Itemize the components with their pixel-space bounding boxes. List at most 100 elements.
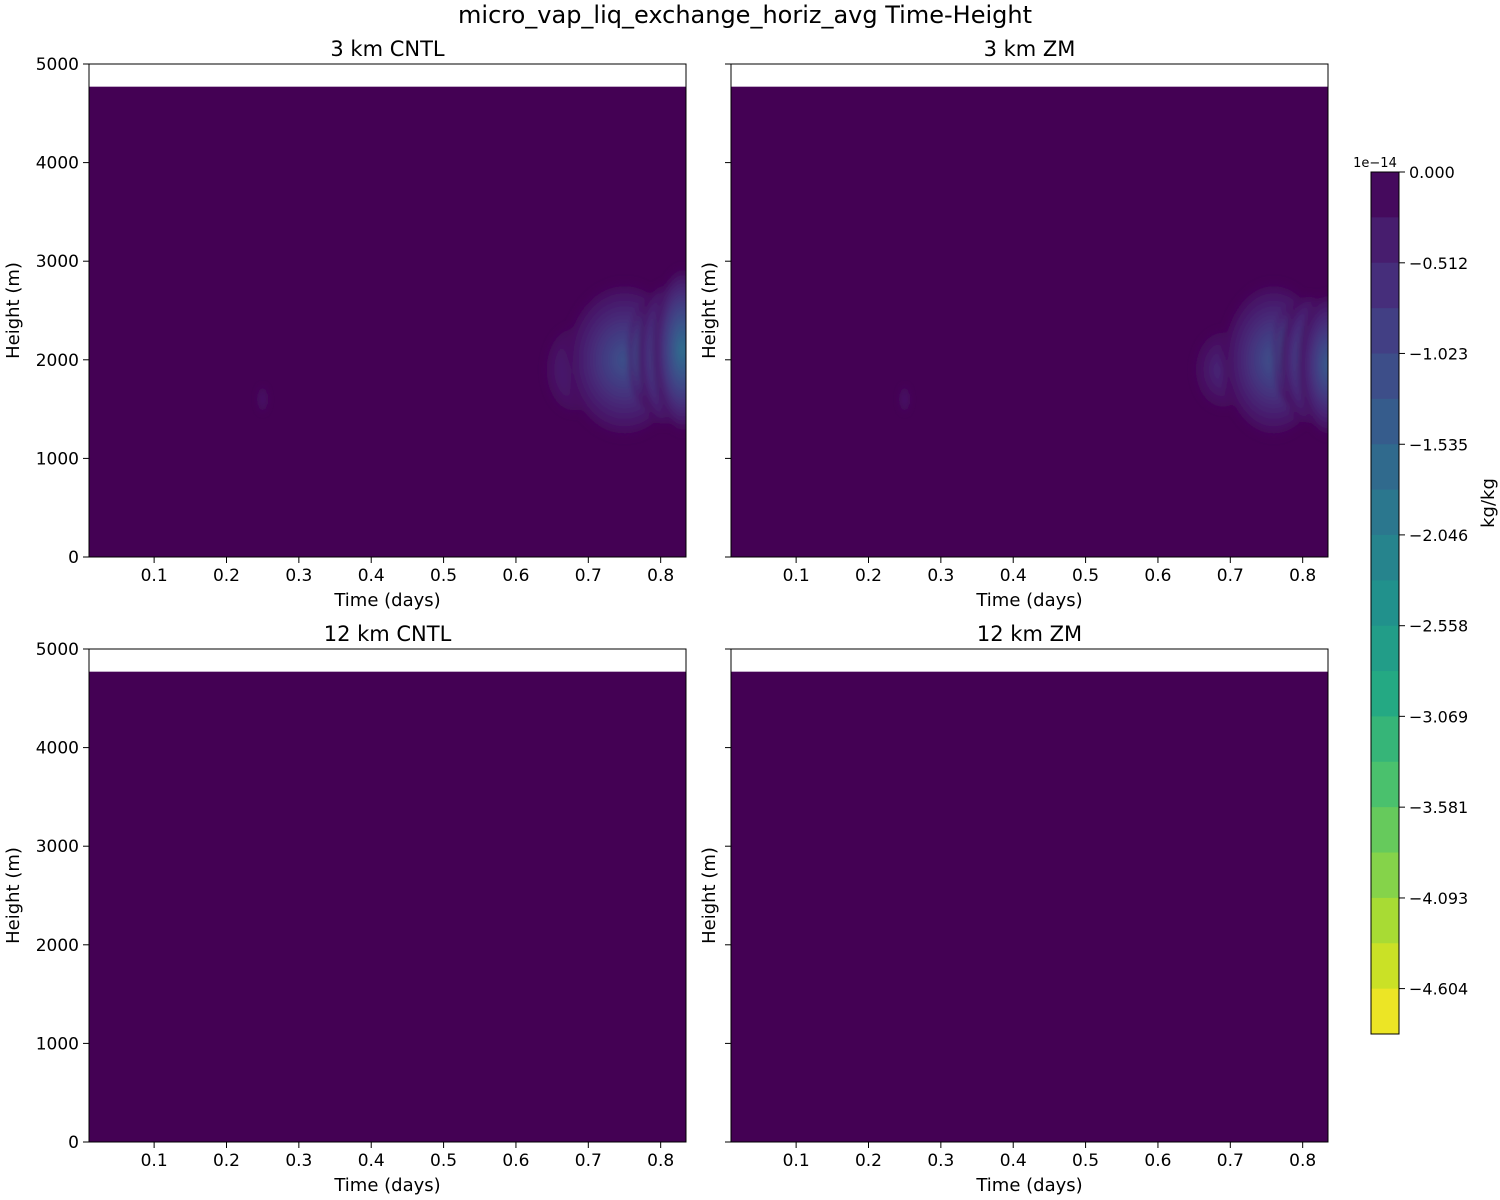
colorbar-tick-label: −1.535 [1409, 435, 1468, 454]
x-tick-label: 0.6 [1144, 566, 1171, 586]
contour-feature [1296, 288, 1328, 441]
panel-4: 12 km ZM 0.1 0.2 0.3 0.4 0.5 0.6 0.7 0.8 Time (da… [699, 622, 1329, 1196]
panel-title: 12 km ZM [977, 622, 1082, 646]
colorbar-level [1371, 444, 1399, 491]
x-tick-label: 0.2 [213, 1151, 240, 1171]
x-tick-label: 0.3 [927, 1151, 954, 1171]
axes-frame [88, 63, 687, 558]
y-axis-label: Height (m) [3, 847, 24, 944]
colorbar-tick-label: −0.512 [1409, 254, 1468, 273]
y-tick-label: 5000 [36, 640, 79, 660]
x-axis-label: Time (days) [333, 590, 440, 611]
y-tick-label: 0 [68, 1133, 79, 1153]
x-tick-label: 0.5 [430, 1151, 457, 1171]
y-tick-label: 4000 [36, 154, 79, 174]
x-tick-label: 0.4 [1000, 566, 1027, 586]
colorbar-tick-label: −2.558 [1409, 617, 1468, 636]
x-tick-label: 0.5 [1072, 1151, 1099, 1171]
colorbar-tick-label: −4.093 [1409, 889, 1468, 908]
x-tick-label: 0.7 [1217, 566, 1244, 586]
colorbar-level [1371, 262, 1399, 309]
colorbar-tick-label: 0.000 [1409, 163, 1455, 182]
y-tick-label: 1000 [36, 449, 79, 469]
x-tick-label: 0.1 [783, 566, 810, 586]
x-tick-label: 0.6 [1144, 1151, 1171, 1171]
y-tick-label: 5000 [36, 55, 79, 75]
colorbar-level [1371, 353, 1399, 400]
colorbar-level [1371, 217, 1399, 264]
colorbar-level [1371, 534, 1399, 581]
x-tick-label: 0.2 [213, 566, 240, 586]
colorbar-level [1371, 807, 1399, 854]
figure-title: micro_vap_liq_exchange_horiz_avg Time-He… [458, 1, 1032, 29]
colorbar-level [1371, 625, 1399, 672]
contour-feature [256, 384, 270, 415]
plot-area [89, 86, 686, 557]
axes-frame [730, 648, 1329, 1143]
y-tick-label: 4000 [36, 739, 79, 759]
colorbar-level [1371, 308, 1399, 354]
plot-area [89, 671, 686, 1142]
field-background [731, 671, 1328, 1142]
colorbar-tick-label: −4.604 [1409, 980, 1468, 999]
y-axis-label: Height (m) [699, 847, 720, 944]
x-tick-label: 0.3 [285, 566, 312, 586]
x-axis-label: Time (days) [975, 590, 1082, 611]
panel-3: 12 km CNTL 0.1 0.2 0.3 0.4 0.5 0.6 0.7 0.8 Time (… [3, 622, 687, 1196]
x-tick-label: 0.8 [647, 1151, 674, 1171]
axes-frame [88, 648, 687, 1143]
plot-area [731, 86, 1328, 557]
plot-area [731, 671, 1328, 1142]
y-tick-label: 3000 [36, 837, 79, 857]
colorbar-level [1371, 852, 1399, 899]
x-tick-label: 0.1 [783, 1151, 810, 1171]
x-tick-label: 0.6 [502, 1151, 529, 1171]
colorbar-offset-text: 1e−14 [1353, 156, 1397, 171]
panels: 3 km CNTL 0.1 0.2 0.3 0.4 0.5 0.6 0.7 0.8 Time (d… [3, 37, 1329, 1196]
x-tick-label: 0.4 [358, 566, 385, 586]
colorbar-label: kg/kg [1478, 478, 1499, 528]
x-tick-label: 0.6 [502, 566, 529, 586]
y-tick-label: 2000 [36, 351, 79, 371]
colorbar-level [1371, 943, 1399, 990]
colorbar-level [1371, 489, 1399, 536]
colorbar-level [1371, 398, 1399, 445]
x-tick-label: 0.5 [1072, 566, 1099, 586]
x-tick-label: 0.8 [1289, 566, 1316, 586]
panel-1: 3 km CNTL 0.1 0.2 0.3 0.4 0.5 0.6 0.7 0.8 Time (d… [3, 37, 687, 611]
x-tick-label: 0.4 [1000, 1151, 1027, 1171]
colorbar-tick-label: −2.046 [1409, 526, 1468, 545]
colorbar-level [1371, 988, 1399, 1035]
colorbar-frame [1370, 171, 1400, 1035]
x-tick-label: 0.8 [647, 566, 674, 586]
panel-title: 12 km CNTL [324, 622, 452, 646]
x-tick-label: 0.1 [141, 566, 168, 586]
x-tick-label: 0.7 [575, 566, 602, 586]
x-tick-label: 0.7 [1217, 1151, 1244, 1171]
x-tick-label: 0.3 [285, 1151, 312, 1171]
colorbar-level [1371, 897, 1399, 944]
contour-feature [650, 263, 686, 437]
colorbar-level [1371, 671, 1399, 717]
y-tick-label: 2000 [36, 936, 79, 956]
colorbar-tick-label: −3.581 [1409, 798, 1468, 817]
x-axis-label: Time (days) [333, 1175, 440, 1196]
panel-title: 3 km ZM [984, 37, 1076, 61]
panel-2: 3 km ZM 0.1 0.2 0.3 0.4 0.5 0.6 0.7 0.8 Time (day… [699, 37, 1329, 611]
x-axis-label: Time (days) [975, 1175, 1082, 1196]
y-tick-label: 0 [68, 548, 79, 568]
y-tick-label: 3000 [36, 252, 79, 272]
y-axis-label: Height (m) [3, 262, 24, 359]
field-background [89, 671, 686, 1142]
colorbar-level [1371, 761, 1399, 808]
panel-title: 3 km CNTL [330, 37, 445, 61]
y-axis-label: Height (m) [699, 262, 720, 359]
x-tick-label: 0.1 [141, 1151, 168, 1171]
x-tick-label: 0.2 [855, 1151, 882, 1171]
x-tick-label: 0.3 [927, 566, 954, 586]
contour-feature [898, 384, 912, 415]
x-tick-label: 0.7 [575, 1151, 602, 1171]
x-tick-label: 0.2 [855, 566, 882, 586]
x-tick-label: 0.4 [358, 1151, 385, 1171]
